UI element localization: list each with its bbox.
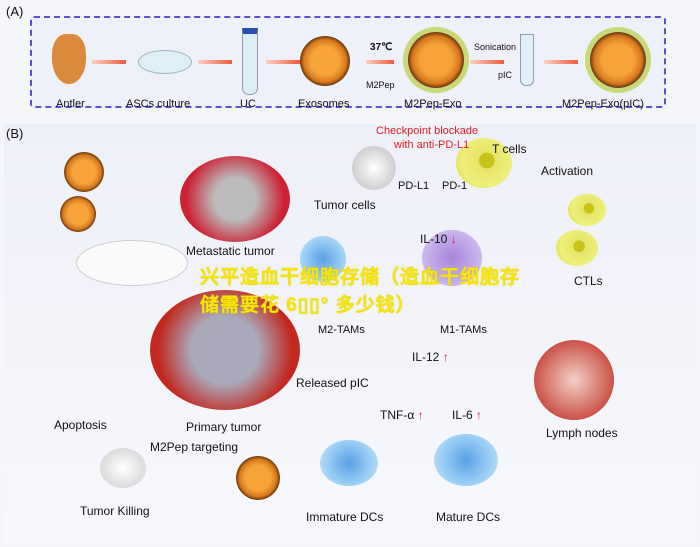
checkpoint-label-2: with anti-PD-L1 <box>394 139 470 151</box>
step-m2pep-exo-pic: M2Pep-Exo(pIC) <box>562 98 644 110</box>
step-m2pep-exo: M2Pep-Exo <box>404 98 462 110</box>
mouse-icon <box>76 240 188 286</box>
il10-label: IL-10 ↓ <box>420 232 457 246</box>
mature-dcs-label: Mature DCs <box>436 510 501 524</box>
step-antler: Antler <box>56 98 85 110</box>
t-cell-icon <box>456 138 512 188</box>
watermark-overlay-text: 兴平造血干细胞存储（造血干细胞存储需要花 6▯▯° 多少钱） <box>200 267 521 316</box>
mature-dc-icon <box>434 434 498 486</box>
panel-a-label: (A) <box>6 4 24 19</box>
m2pep-label: M2Pep <box>366 80 395 90</box>
activation-label: Activation <box>541 164 594 178</box>
primary-tumor-icon <box>150 290 300 410</box>
primary-tumor-label: Primary tumor <box>186 420 262 434</box>
panel-b-label: (B) <box>6 126 24 141</box>
up-arrow-icon: ↑ <box>476 408 483 422</box>
tnf-label: TNF-α ↑ <box>380 408 424 422</box>
tumor-cells-label: Tumor cells <box>314 198 376 212</box>
arrow-icon <box>544 60 578 64</box>
arrow-icon <box>266 60 300 64</box>
sonication-label: Sonication <box>474 42 517 52</box>
dead-tumor-cell-icon <box>100 448 146 488</box>
tnf-text: TNF-α <box>380 408 415 422</box>
temperature: 37℃ <box>370 42 393 53</box>
tube-icon <box>242 28 258 95</box>
m2pep-exo-icon <box>408 32 464 88</box>
ctl-icon <box>568 194 606 226</box>
exosome-icon <box>60 196 96 232</box>
m2pep-targeting-label: M2Pep targeting <box>150 440 239 454</box>
step-uc: UC <box>240 98 256 110</box>
tumor-killing-label: Tumor Killing <box>80 504 150 518</box>
m2-tams-label: M2-TAMs <box>318 324 365 336</box>
pd-l1-label: PD-L1 <box>398 180 430 192</box>
il12-label: IL-12 ↑ <box>412 350 449 364</box>
eppendorf-tube-icon <box>520 34 534 86</box>
ctls-label: CTLs <box>574 274 603 288</box>
t-cells-label: T cells <box>492 142 527 156</box>
arrow-icon <box>470 60 504 64</box>
lymph-nodes-label: Lymph nodes <box>546 426 618 440</box>
arrow-icon <box>92 60 126 64</box>
ctl-icon <box>556 230 598 266</box>
lymph-node-icon <box>534 340 614 420</box>
il6-text: IL-6 <box>452 408 473 422</box>
released-pic-label: Released pIC <box>296 376 369 390</box>
step-exosomes: Exosomes <box>298 98 350 110</box>
checkpoint-label: Checkpoint blockade <box>376 125 479 137</box>
m1-tam-icon <box>422 230 482 286</box>
up-arrow-icon: ↑ <box>417 408 424 422</box>
metastatic-tumor-label: Metastatic tumor <box>186 244 275 258</box>
pd-1-label: PD-1 <box>442 180 468 192</box>
pic-label: pIC <box>498 70 513 80</box>
tumor-cell-icon <box>352 146 396 190</box>
metastatic-tumor-icon <box>180 156 290 242</box>
il12-text: IL-12 <box>412 350 440 364</box>
m2pep-exo-pic-icon <box>590 32 646 88</box>
immature-dcs-label: Immature DCs <box>306 510 384 524</box>
down-arrow-icon: ↓ <box>450 232 457 246</box>
targeting-exosome-icon <box>236 456 280 500</box>
exosome-icon <box>64 152 104 192</box>
deer-icon <box>52 34 86 84</box>
m1-tams-label: M1-TAMs <box>440 324 487 336</box>
il6-label: IL-6 ↑ <box>452 408 482 422</box>
step-ascs: ASCs culture <box>126 98 191 110</box>
il10-text: IL-10 <box>420 232 448 246</box>
petri-dish-icon <box>138 50 192 74</box>
arrow-icon <box>366 60 394 64</box>
m2-tam-icon <box>300 236 346 282</box>
exosome-icon <box>300 36 350 86</box>
immature-dc-icon <box>320 440 378 486</box>
apoptosis-label: Apoptosis <box>54 418 107 432</box>
arrow-icon <box>198 60 232 64</box>
up-arrow-icon: ↑ <box>442 350 449 364</box>
